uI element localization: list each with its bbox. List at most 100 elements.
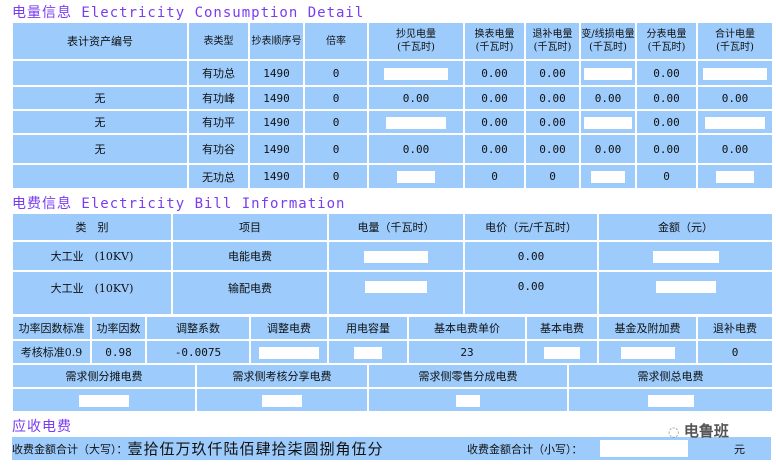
asset	[11, 59, 189, 87]
col-unit-price: 基本电费单价	[407, 315, 527, 341]
table-row: 有功总 1490 0 0.00 0.00 0.00	[11, 59, 774, 87]
capacity-redacted	[327, 339, 409, 365]
seq: 1490	[248, 163, 305, 190]
rate: 0	[303, 85, 369, 111]
col-adjust-fee: 调整电费	[249, 315, 329, 341]
fund-redacted	[597, 339, 698, 365]
item: 输配电费	[171, 270, 329, 316]
read-redacted	[367, 109, 465, 135]
receivable-row: 收费金额合计（大写）： 壹拾伍万玖仟陆佰肆拾柒圆捌角伍分 收费金额合计（小写）：…	[12, 437, 771, 460]
seq: 1490	[248, 85, 305, 111]
amount-redacted	[597, 240, 774, 272]
swap: 0	[463, 163, 526, 190]
seq: 1490	[248, 109, 305, 135]
watermark-text: 电鲁班	[683, 422, 729, 440]
col-demand-total: 需求侧总电费	[567, 363, 774, 389]
demand-table: 需求侧分摊电费 需求侧考核分享电费 需求侧零售分成电费 需求侧总电费	[11, 363, 774, 413]
type: 无功总	[187, 163, 250, 190]
col-sub: 分表电量 (千瓦时)	[635, 21, 698, 61]
kwh-redacted	[327, 270, 465, 316]
category: 大工业 (10KV)	[11, 270, 173, 316]
table-row: 大工业 (10KV) 电能电费 0.00	[11, 240, 774, 272]
col-seq: 抄表顺序号	[248, 21, 305, 61]
col-coef: 调整系数	[145, 315, 251, 341]
col-refund: 退补电费	[696, 315, 774, 341]
rate: 0	[303, 59, 369, 87]
lower-value-redacted	[600, 440, 688, 457]
header-row: 表计资产编号 表类型 抄表顺序号 倍率 抄见电量 (千瓦时) 换表电量 (千瓦时…	[11, 21, 774, 61]
consumption-title: 电量信息 Electricity Consumption Detail	[12, 5, 365, 21]
refund: 0.00	[524, 109, 581, 135]
col-loss: 变/线损电量 (千瓦时)	[579, 21, 637, 61]
asset: 无	[11, 85, 189, 111]
adjust-fee-redacted	[249, 339, 329, 365]
type: 有功总	[187, 59, 250, 87]
read-redacted	[367, 163, 465, 190]
type: 有功谷	[187, 133, 250, 165]
asset: 无	[11, 133, 189, 165]
col-demand-retail: 需求侧零售分成电费	[367, 363, 569, 389]
category: 大工业 (10KV)	[11, 240, 173, 272]
rate: 0	[303, 109, 369, 135]
wechat-icon: ◌	[668, 425, 684, 440]
pf: 0.98	[90, 339, 147, 365]
col-price: 电价（元/千瓦时）	[463, 212, 599, 242]
total-redacted	[696, 59, 774, 87]
sub: 0.00	[635, 59, 698, 87]
read: 0.00	[367, 133, 465, 165]
col-pf-standard: 功率因数标准	[11, 315, 92, 341]
sub: 0.00	[635, 85, 698, 111]
total-redacted	[696, 163, 774, 190]
refund: 0	[524, 163, 581, 190]
refund: 0	[696, 339, 774, 365]
loss-redacted	[579, 109, 637, 135]
upper-label: 收费金额合计（大写）：	[12, 442, 128, 456]
basic-fee-redacted	[525, 339, 599, 365]
sub: 0.00	[635, 133, 698, 165]
col-pf: 功率因数	[90, 315, 147, 341]
total: 0.00	[696, 85, 774, 111]
demand-total-redacted	[567, 387, 774, 413]
total-redacted	[696, 109, 774, 135]
unit: 元	[734, 442, 745, 456]
rate: 0	[303, 163, 369, 190]
watermark-logo: ◌ 电鲁班	[668, 420, 729, 441]
table-row: 无 有功谷 1490 0 0.00 0.00 0.00 0.00 0.00 0.…	[11, 133, 774, 165]
table-row: 大工业 (10KV) 输配电费 0.00	[11, 270, 774, 316]
col-capacity: 用电容量	[327, 315, 409, 341]
unit-price: 23	[407, 339, 527, 365]
coef: -0.0075	[145, 339, 251, 365]
col-refund: 退补电量 (千瓦时)	[524, 21, 581, 61]
power-factor-table: 功率因数标准 功率因数 调整系数 调整电费 用电容量 基本电费单价 基本电费 基…	[11, 315, 774, 365]
col-fund: 基金及附加费	[597, 315, 698, 341]
bill-table: 类 别 项目 电量（千瓦时） 电价（元/千瓦时） 金额（元） 大工业 (10KV…	[11, 212, 774, 316]
loss-redacted	[579, 59, 637, 87]
col-rate: 倍率	[303, 21, 369, 61]
sub: 0.00	[635, 109, 698, 135]
asset	[11, 163, 189, 190]
col-swap: 换表电量 (千瓦时)	[463, 21, 526, 61]
col-asset: 表计资产编号	[11, 21, 189, 61]
table-row: 无 有功峰 1490 0 0.00 0.00 0.00 0.00 0.00 0.…	[11, 85, 774, 111]
amount-redacted	[597, 270, 774, 316]
col-basic-fee: 基本电费	[525, 315, 599, 341]
swap: 0.00	[463, 109, 526, 135]
col-read: 抄见电量 (千瓦时)	[367, 21, 465, 61]
price: 0.00	[463, 270, 599, 316]
col-demand-share: 需求侧分摊电费	[11, 363, 197, 389]
total: 0.00	[696, 133, 774, 165]
col-demand-assess: 需求侧考核分享电费	[195, 363, 369, 389]
upper-value: 壹拾伍万玖仟陆佰肆拾柒圆捌角伍分	[127, 440, 384, 458]
lower-label: 收费金额合计（小写）：	[467, 442, 583, 456]
item: 电能电费	[171, 240, 329, 272]
table-row: 无 有功平 1490 0 0.00 0.00 0.00	[11, 109, 774, 135]
loss: 0.00	[579, 133, 637, 165]
col-total: 合计电量 (千瓦时)	[696, 21, 774, 61]
swap: 0.00	[463, 59, 526, 87]
swap: 0.00	[463, 133, 526, 165]
loss: 0.00	[579, 85, 637, 111]
swap: 0.00	[463, 85, 526, 111]
kwh-redacted	[327, 240, 465, 272]
pf-standard: 考核标准0.9	[11, 339, 92, 365]
bill-title: 电费信息 Electricity Bill Information	[12, 196, 346, 212]
